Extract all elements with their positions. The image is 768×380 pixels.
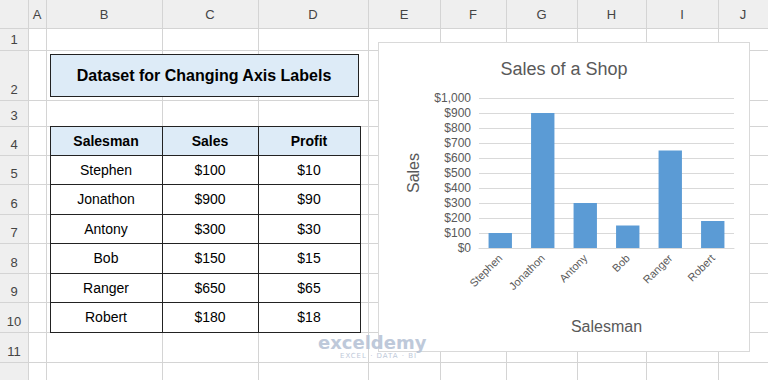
svg-text:Jonathon: Jonathon — [507, 252, 547, 292]
svg-text:4: 4 — [10, 137, 17, 152]
svg-text:B: B — [100, 7, 109, 22]
svg-text:$100: $100 — [194, 162, 225, 178]
svg-text:$400: $400 — [444, 181, 471, 195]
svg-text:3: 3 — [10, 108, 17, 123]
svg-text:Stephen: Stephen — [80, 162, 132, 178]
svg-text:Robert: Robert — [85, 309, 127, 325]
svg-text:H: H — [607, 7, 616, 22]
svg-text:7: 7 — [10, 225, 17, 240]
svg-text:$200: $200 — [444, 211, 471, 225]
html-text:exceldemy: exceldemy — [318, 332, 427, 353]
svg-text:8: 8 — [10, 255, 17, 270]
svg-text:$500: $500 — [444, 166, 471, 180]
svg-text:$10: $10 — [297, 162, 321, 178]
svg-text:J: J — [740, 7, 747, 22]
svg-text:$600: $600 — [444, 151, 471, 165]
svg-text:Sales: Sales — [405, 153, 422, 193]
svg-text:$65: $65 — [297, 280, 321, 296]
svg-text:D: D — [308, 7, 317, 22]
svg-text:9: 9 — [10, 284, 17, 299]
svg-text:2: 2 — [10, 82, 17, 97]
html-text:EXCEL · DATA · BI: EXCEL · DATA · BI — [340, 352, 418, 360]
svg-text:C: C — [205, 7, 214, 22]
svg-text:$0: $0 — [458, 241, 472, 255]
svg-text:$150: $150 — [194, 250, 225, 266]
svg-text:$900: $900 — [444, 106, 471, 120]
svg-text:Antony: Antony — [557, 251, 590, 284]
svg-text:$30: $30 — [297, 221, 321, 237]
svg-text:$800: $800 — [444, 121, 471, 135]
svg-text:Jonathon: Jonathon — [77, 191, 135, 207]
svg-text:$900: $900 — [194, 191, 225, 207]
svg-text:11: 11 — [7, 344, 21, 359]
svg-text:$650: $650 — [194, 280, 225, 296]
svg-text:$300: $300 — [444, 196, 471, 210]
svg-text:E: E — [400, 7, 409, 22]
svg-text:Ranger: Ranger — [83, 280, 129, 296]
svg-text:Sales of a Shop: Sales of a Shop — [500, 59, 627, 79]
svg-text:F: F — [469, 7, 477, 22]
svg-text:Ranger: Ranger — [641, 252, 675, 286]
svg-text:Dataset for Changing Axis Labe: Dataset for Changing Axis Labels — [77, 67, 332, 84]
svg-text:$15: $15 — [297, 250, 321, 266]
svg-text:$100: $100 — [444, 226, 471, 240]
svg-text:6: 6 — [10, 196, 17, 211]
svg-text:Sales: Sales — [192, 133, 229, 149]
svg-text:Bob: Bob — [94, 250, 119, 266]
svg-text:Bob: Bob — [610, 252, 632, 274]
svg-text:G: G — [536, 7, 546, 22]
svg-text:5: 5 — [10, 166, 17, 181]
svg-text:Stephen: Stephen — [467, 252, 504, 289]
svg-text:$300: $300 — [194, 221, 225, 237]
svg-text:$180: $180 — [194, 309, 225, 325]
svg-text:$700: $700 — [444, 136, 471, 150]
svg-text:Profit: Profit — [291, 133, 328, 149]
svg-text:Salesman: Salesman — [571, 318, 642, 335]
svg-text:1: 1 — [10, 32, 17, 47]
svg-text:I: I — [680, 7, 684, 22]
svg-text:A: A — [33, 7, 42, 22]
svg-text:10: 10 — [7, 314, 21, 329]
svg-text:Robert: Robert — [685, 252, 717, 284]
svg-text:$18: $18 — [297, 309, 321, 325]
svg-text:$90: $90 — [297, 191, 321, 207]
svg-text:$1,000: $1,000 — [434, 91, 471, 105]
svg-text:Antony: Antony — [84, 221, 128, 237]
svg-text:Salesman: Salesman — [73, 133, 138, 149]
